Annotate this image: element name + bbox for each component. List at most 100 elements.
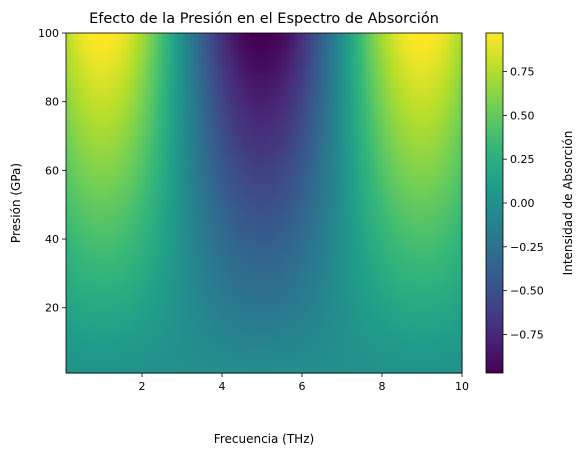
heatmap-cell <box>206 223 211 231</box>
heatmap-cell <box>310 264 315 272</box>
heatmap-cell <box>130 339 135 347</box>
heatmap-cell <box>162 114 167 122</box>
heatmap-cell <box>402 121 407 129</box>
heatmap-cell <box>98 189 103 197</box>
heatmap-cell <box>314 366 319 374</box>
heatmap-cell <box>242 318 247 326</box>
heatmap-cell <box>298 175 303 184</box>
heatmap-cell <box>250 223 255 231</box>
heatmap-cell <box>290 237 295 245</box>
heatmap-cell <box>314 271 319 279</box>
heatmap-cell <box>66 121 71 129</box>
heatmap-cell <box>302 257 307 265</box>
heatmap-cell <box>286 366 291 374</box>
heatmap-cell <box>426 203 431 211</box>
heatmap-cell <box>358 305 363 313</box>
heatmap-cell <box>418 352 423 360</box>
heatmap-cell <box>322 209 327 218</box>
heatmap-cell <box>242 250 247 258</box>
heatmap-cell <box>434 257 439 265</box>
heatmap-cell <box>458 128 463 136</box>
heatmap-cell <box>434 182 439 190</box>
heatmap-cell <box>106 80 111 88</box>
heatmap-cell <box>142 135 147 143</box>
heatmap-cell <box>118 318 123 326</box>
heatmap-cell <box>326 189 331 197</box>
heatmap-cell <box>230 243 235 252</box>
heatmap-cell <box>134 203 139 211</box>
heatmap-cell <box>354 257 359 265</box>
heatmap-cell <box>202 352 207 360</box>
heatmap-cell <box>250 148 255 156</box>
heatmap-cell <box>118 345 123 354</box>
heatmap-cell <box>182 162 187 170</box>
heatmap-cell <box>122 121 127 129</box>
heatmap-cell <box>282 53 287 61</box>
heatmap-cell <box>302 209 307 218</box>
heatmap-cell <box>170 250 175 258</box>
heatmap-cell <box>410 33 415 41</box>
heatmap-cell <box>294 352 299 360</box>
heatmap-cell <box>258 196 263 204</box>
heatmap-cell <box>306 250 311 258</box>
heatmap-cell <box>274 223 279 231</box>
heatmap-cell <box>130 148 135 156</box>
heatmap-cell <box>74 60 79 68</box>
heatmap-cell <box>138 135 143 143</box>
heatmap-cell <box>74 182 79 190</box>
heatmap-cell <box>214 33 219 41</box>
colorbar-gradient <box>485 32 504 374</box>
heatmap-cell <box>458 325 463 333</box>
heatmap-cell <box>386 94 391 102</box>
heatmap-cell <box>246 223 251 231</box>
heatmap-cell <box>150 67 155 75</box>
heatmap-cell <box>70 121 75 129</box>
heatmap-cell <box>178 101 183 109</box>
heatmap-cell <box>266 359 271 367</box>
heatmap-cell <box>314 189 319 197</box>
heatmap-cell <box>290 311 295 320</box>
heatmap-cell <box>70 94 75 102</box>
heatmap-cell <box>418 182 423 190</box>
heatmap-cell <box>350 318 355 326</box>
heatmap-cell <box>158 135 163 143</box>
heatmap-cell <box>418 148 423 156</box>
heatmap-cell <box>346 169 351 177</box>
heatmap-cell <box>178 141 183 150</box>
heatmap-cell <box>82 271 87 279</box>
heatmap-cell <box>118 128 123 136</box>
heatmap-cell <box>126 271 131 279</box>
heatmap-cell <box>370 271 375 279</box>
heatmap-cell <box>158 230 163 238</box>
heatmap-cell <box>146 216 151 224</box>
heatmap-cell <box>94 223 99 231</box>
heatmap-cell <box>246 332 251 340</box>
heatmap-cell <box>226 196 231 204</box>
heatmap-cell <box>274 39 279 48</box>
heatmap-cell <box>438 223 443 231</box>
heatmap-cell <box>218 209 223 218</box>
heatmap-cell <box>66 87 71 95</box>
heatmap-cell <box>410 53 415 61</box>
heatmap-cell <box>150 53 155 61</box>
heatmap-cell <box>350 366 355 374</box>
heatmap-cell <box>102 182 107 190</box>
heatmap-cell <box>110 223 115 231</box>
heatmap-cell <box>294 46 299 54</box>
heatmap-cell <box>238 67 243 75</box>
heatmap-cell <box>126 155 131 163</box>
heatmap-cell <box>394 87 399 95</box>
heatmap-cell <box>430 339 435 347</box>
heatmap-cell <box>182 230 187 238</box>
heatmap-cell <box>166 39 171 48</box>
heatmap-cell <box>114 298 119 306</box>
heatmap-cell <box>162 101 167 109</box>
heatmap-cell <box>174 53 179 61</box>
heatmap-cell <box>238 73 243 82</box>
heatmap-cell <box>334 325 339 333</box>
heatmap-cell <box>234 257 239 265</box>
heatmap-cell <box>250 155 255 163</box>
heatmap-cell <box>318 121 323 129</box>
heatmap-cell <box>298 257 303 265</box>
heatmap-cell <box>402 359 407 367</box>
